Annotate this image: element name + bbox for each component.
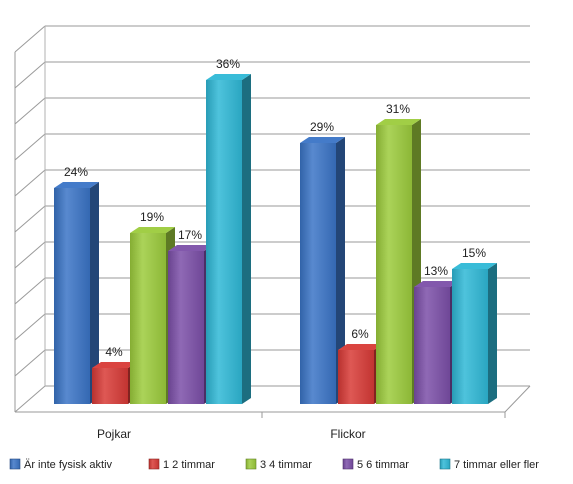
bar-side [336,137,345,404]
gridline-side [14,277,46,305]
bar-side [242,74,251,404]
gridline-side [14,241,46,269]
gridline-side [14,349,46,377]
legend-label: 5 6 timmar [357,459,409,471]
legend-swatch [9,458,21,470]
bar-top [168,245,213,251]
bar-top [338,344,383,350]
data-label: 17% [178,228,202,242]
legend-swatch [245,458,257,470]
gridline-side [14,385,46,413]
bar-top [92,362,137,368]
data-label: 19% [140,210,164,224]
data-label: 13% [424,264,448,278]
data-label: 6% [351,327,369,341]
bar-front [92,368,128,404]
bar-side [488,263,497,404]
data-label: 31% [386,102,410,116]
legend-item: 3 4 timmar [245,458,312,471]
legend-swatch [148,458,160,470]
bars [54,74,497,404]
floor-right [504,385,531,413]
legend: Är inte fysisk aktiv 1 2 timmar 3 4 timmar… [9,458,539,471]
bar-front [376,125,412,404]
data-label: 4% [105,345,123,359]
bar-front [168,251,204,404]
legend-label: 3 4 timmar [260,459,312,471]
data-label: 15% [462,246,486,260]
data-label: 36% [216,57,240,71]
bar-top [452,263,497,269]
gridline-side [14,205,46,233]
data-label: 29% [310,120,334,134]
legend-label: Är inte fysisk aktiv [24,459,113,471]
gridline-side [14,61,46,89]
legend-item: 1 2 timmar [148,458,215,471]
bar-front [452,269,488,404]
bar-side [90,182,99,404]
legend-swatch [439,458,451,470]
category-label: Flickor [330,427,365,441]
bar-top [54,182,99,188]
data-labels: 24% 4% 19% 17% 36% 29% 6% 31% 13% 15% [64,57,486,359]
bar-front [130,233,166,404]
bar-top [414,281,459,287]
bar [206,74,251,404]
bar [376,119,421,404]
bar-top [376,119,421,125]
bar [300,137,345,404]
legend-item: 5 6 timmar [342,458,409,471]
gridline-side [14,313,46,341]
gridline-side [14,133,46,161]
bar-front [300,143,336,404]
category-labels: Pojkar Flickor [97,427,366,441]
bar-top [300,137,345,143]
bar-front [206,80,242,404]
legend-label: 1 2 timmar [163,459,215,471]
bar [452,263,497,404]
legend-label: 7 timmar eller fler [454,459,539,471]
data-label: 24% [64,165,88,179]
bar-front [414,287,450,404]
category-label: Pojkar [97,427,131,441]
legend-swatch [342,458,354,470]
bar-top [206,74,251,80]
gridline-side [14,169,46,197]
legend-item: 7 timmar eller fler [439,458,539,471]
bar-top [130,227,175,233]
bar-front [54,188,90,404]
gridline-side [14,97,46,125]
bar-front [338,350,374,404]
legend-item: Är inte fysisk aktiv [9,458,113,471]
bar [54,182,99,404]
grid [14,25,531,418]
gridline-side [14,25,46,53]
